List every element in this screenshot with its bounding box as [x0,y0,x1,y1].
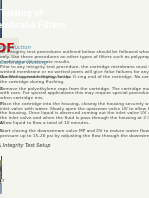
Text: Integrity Testing of: Integrity Testing of [0,9,43,17]
Text: Hydrophilic Membrane Filters: Hydrophilic Membrane Filters [0,21,65,30]
Text: 1.: 1. [0,75,4,79]
Text: All integrity test procedures outlined below should be followed when performing : All integrity test procedures outlined b… [0,50,149,64]
Text: Start closing the downstream valve MP and DV to reduce water flow and to increas: Start closing the downstream valve MP an… [0,129,149,138]
FancyBboxPatch shape [0,183,1,193]
Text: OUT: OUT [0,179,5,183]
Text: Figure 1 - Wetting & Integrity Test Setup: Figure 1 - Wetting & Integrity Test Setu… [0,143,50,148]
Text: 5.: 5. [0,129,4,133]
Text: Remove the polyethylene caps from the cartridge. The cartridge must be handled
w: Remove the polyethylene caps from the ca… [0,87,149,100]
Text: Connect upstream fittings to the O-ring end of the cartridge. No cartridge valve: Connect upstream fittings to the O-ring … [0,75,149,84]
Text: Prior to any integrity test procedure, the cartridge membrane must be thoroughly: Prior to any integrity test procedure, t… [0,65,149,79]
Text: Cartridge Wetting: Cartridge Wetting [0,60,47,65]
Text: 2.: 2. [0,87,4,91]
Text: IN: IN [0,179,2,183]
Text: Allow liquid to flow a total of 10 minutes.: Allow liquid to flow a total of 10 minut… [0,121,90,125]
Text: PDF: PDF [0,42,16,54]
Text: 4.: 4. [0,121,4,125]
Text: Introduction: Introduction [0,45,32,50]
FancyBboxPatch shape [0,147,2,196]
Text: 3.: 3. [0,102,4,106]
FancyBboxPatch shape [0,0,2,38]
Text: Place the cartridge into the housing, closing the housing securely with the down: Place the cartridge into the housing, cl… [0,102,149,120]
